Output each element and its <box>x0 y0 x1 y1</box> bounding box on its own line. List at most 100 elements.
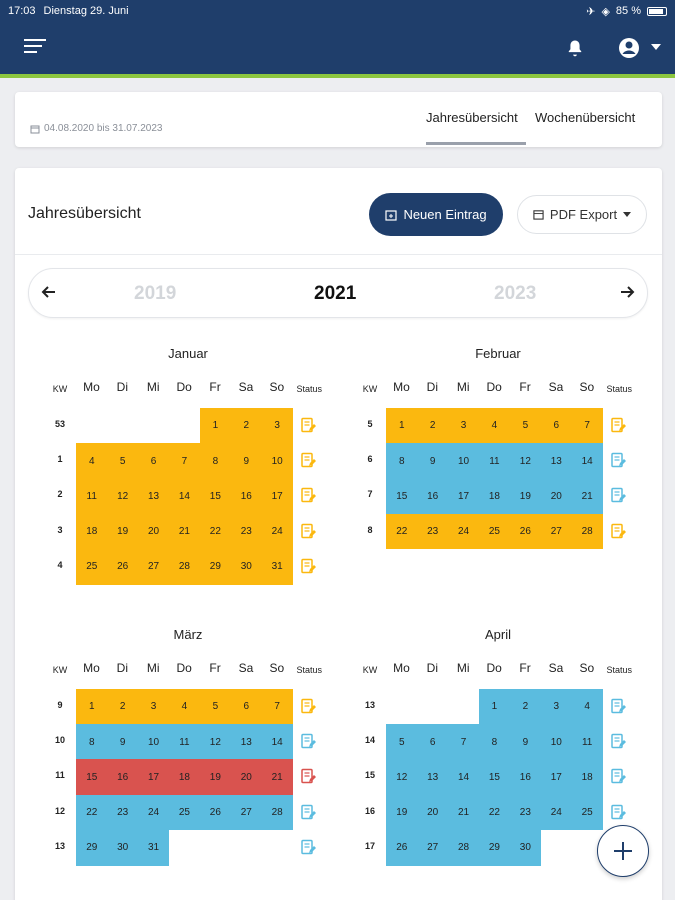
day-cell[interactable]: 20 <box>230 759 262 796</box>
year-prev[interactable]: 2019 <box>134 283 177 304</box>
day-cell[interactable]: 10 <box>540 724 572 760</box>
day-cell[interactable]: 13 <box>416 759 449 796</box>
status-note-icon[interactable] <box>300 768 317 784</box>
tab-jahresuebersicht[interactable]: Jahresübersicht <box>426 110 518 125</box>
day-cell[interactable]: 15 <box>76 759 108 796</box>
day-cell[interactable]: 2 <box>106 689 139 725</box>
day-cell[interactable]: 22 <box>478 794 511 831</box>
day-cell[interactable]: 14 <box>571 443 603 479</box>
day-cell[interactable]: 30 <box>106 829 139 866</box>
day-cell[interactable]: 12 <box>386 759 418 796</box>
user-circle-icon[interactable] <box>617 36 641 60</box>
day-cell[interactable]: 8 <box>76 724 108 760</box>
status-note-icon[interactable] <box>300 733 317 749</box>
day-cell[interactable]: 20 <box>137 513 170 550</box>
day-cell[interactable]: 29 <box>199 548 232 585</box>
day-cell[interactable]: 9 <box>230 443 262 479</box>
status-note-icon[interactable] <box>610 487 627 503</box>
day-cell[interactable]: 13 <box>230 724 262 760</box>
day-cell[interactable]: 2 <box>230 408 262 444</box>
status-note-icon[interactable] <box>300 487 317 503</box>
day-cell[interactable]: 11 <box>571 724 603 760</box>
day-cell[interactable]: 19 <box>509 478 542 515</box>
day-cell[interactable]: 19 <box>386 794 418 831</box>
day-cell[interactable]: 24 <box>261 513 293 550</box>
day-cell[interactable]: 16 <box>509 759 542 796</box>
day-cell[interactable]: 12 <box>509 443 542 479</box>
arrow-left-icon[interactable] <box>39 282 59 302</box>
status-note-icon[interactable] <box>300 839 317 855</box>
day-cell[interactable]: 2 <box>416 408 449 444</box>
status-note-icon[interactable] <box>610 698 627 714</box>
day-cell[interactable]: 12 <box>199 724 232 760</box>
day-cell[interactable]: 5 <box>386 724 418 760</box>
day-cell[interactable]: 21 <box>168 513 201 550</box>
status-note-icon[interactable] <box>610 452 627 468</box>
day-cell[interactable]: 13 <box>137 478 170 515</box>
chevron-down-icon[interactable] <box>651 44 661 50</box>
day-cell[interactable]: 22 <box>199 513 232 550</box>
day-cell[interactable]: 4 <box>478 408 511 444</box>
day-cell[interactable]: 18 <box>76 513 108 550</box>
day-cell[interactable]: 26 <box>199 794 232 831</box>
status-note-icon[interactable] <box>610 417 627 433</box>
day-cell[interactable]: 25 <box>76 548 108 585</box>
day-cell[interactable]: 18 <box>168 759 201 796</box>
day-cell[interactable]: 6 <box>230 689 262 725</box>
menu-icon[interactable] <box>24 39 46 57</box>
status-note-icon[interactable] <box>300 452 317 468</box>
day-cell[interactable]: 18 <box>478 478 511 515</box>
day-cell[interactable]: 3 <box>540 689 572 725</box>
day-cell[interactable]: 27 <box>137 548 170 585</box>
day-cell[interactable]: 6 <box>540 408 572 444</box>
day-cell[interactable]: 15 <box>478 759 511 796</box>
day-cell[interactable]: 17 <box>261 478 293 515</box>
day-cell[interactable]: 28 <box>447 829 480 866</box>
day-cell[interactable]: 16 <box>416 478 449 515</box>
day-cell[interactable]: 16 <box>230 478 262 515</box>
status-note-icon[interactable] <box>300 804 317 820</box>
day-cell[interactable]: 4 <box>76 443 108 479</box>
day-cell[interactable]: 9 <box>416 443 449 479</box>
day-cell[interactable]: 11 <box>168 724 201 760</box>
day-cell[interactable]: 29 <box>76 829 108 866</box>
day-cell[interactable]: 5 <box>199 689 232 725</box>
day-cell[interactable]: 7 <box>571 408 603 444</box>
day-cell[interactable]: 19 <box>106 513 139 550</box>
new-entry-button[interactable]: Neuen Eintrag <box>369 193 503 236</box>
day-cell[interactable]: 27 <box>230 794 262 831</box>
bell-icon[interactable] <box>565 36 585 60</box>
day-cell[interactable]: 25 <box>571 794 603 831</box>
day-cell[interactable]: 7 <box>447 724 480 760</box>
day-cell[interactable]: 1 <box>478 689 511 725</box>
day-cell[interactable]: 10 <box>261 443 293 479</box>
day-cell[interactable]: 5 <box>509 408 542 444</box>
day-cell[interactable]: 13 <box>540 443 572 479</box>
status-note-icon[interactable] <box>610 768 627 784</box>
day-cell[interactable]: 25 <box>478 513 511 550</box>
year-next[interactable]: 2023 <box>494 283 537 304</box>
day-cell[interactable]: 21 <box>571 478 603 515</box>
day-cell[interactable]: 5 <box>106 443 139 479</box>
day-cell[interactable]: 27 <box>416 829 449 866</box>
status-note-icon[interactable] <box>300 417 317 433</box>
day-cell[interactable]: 17 <box>540 759 572 796</box>
day-cell[interactable]: 19 <box>199 759 232 796</box>
day-cell[interactable]: 6 <box>137 443 170 479</box>
status-note-icon[interactable] <box>300 523 317 539</box>
day-cell[interactable]: 21 <box>261 759 293 796</box>
day-cell[interactable]: 4 <box>168 689 201 725</box>
day-cell[interactable]: 31 <box>137 829 170 866</box>
day-cell[interactable]: 3 <box>261 408 293 444</box>
day-cell[interactable]: 1 <box>199 408 232 444</box>
day-cell[interactable]: 24 <box>447 513 480 550</box>
tab-wochenuebersicht[interactable]: Wochenübersicht <box>535 110 636 125</box>
day-cell[interactable]: 1 <box>386 408 418 444</box>
day-cell[interactable]: 30 <box>509 829 542 866</box>
day-cell[interactable]: 14 <box>261 724 293 760</box>
day-cell[interactable]: 8 <box>199 443 232 479</box>
day-cell[interactable]: 14 <box>447 759 480 796</box>
day-cell[interactable]: 17 <box>447 478 480 515</box>
day-cell[interactable]: 10 <box>447 443 480 479</box>
day-cell[interactable]: 3 <box>137 689 170 725</box>
